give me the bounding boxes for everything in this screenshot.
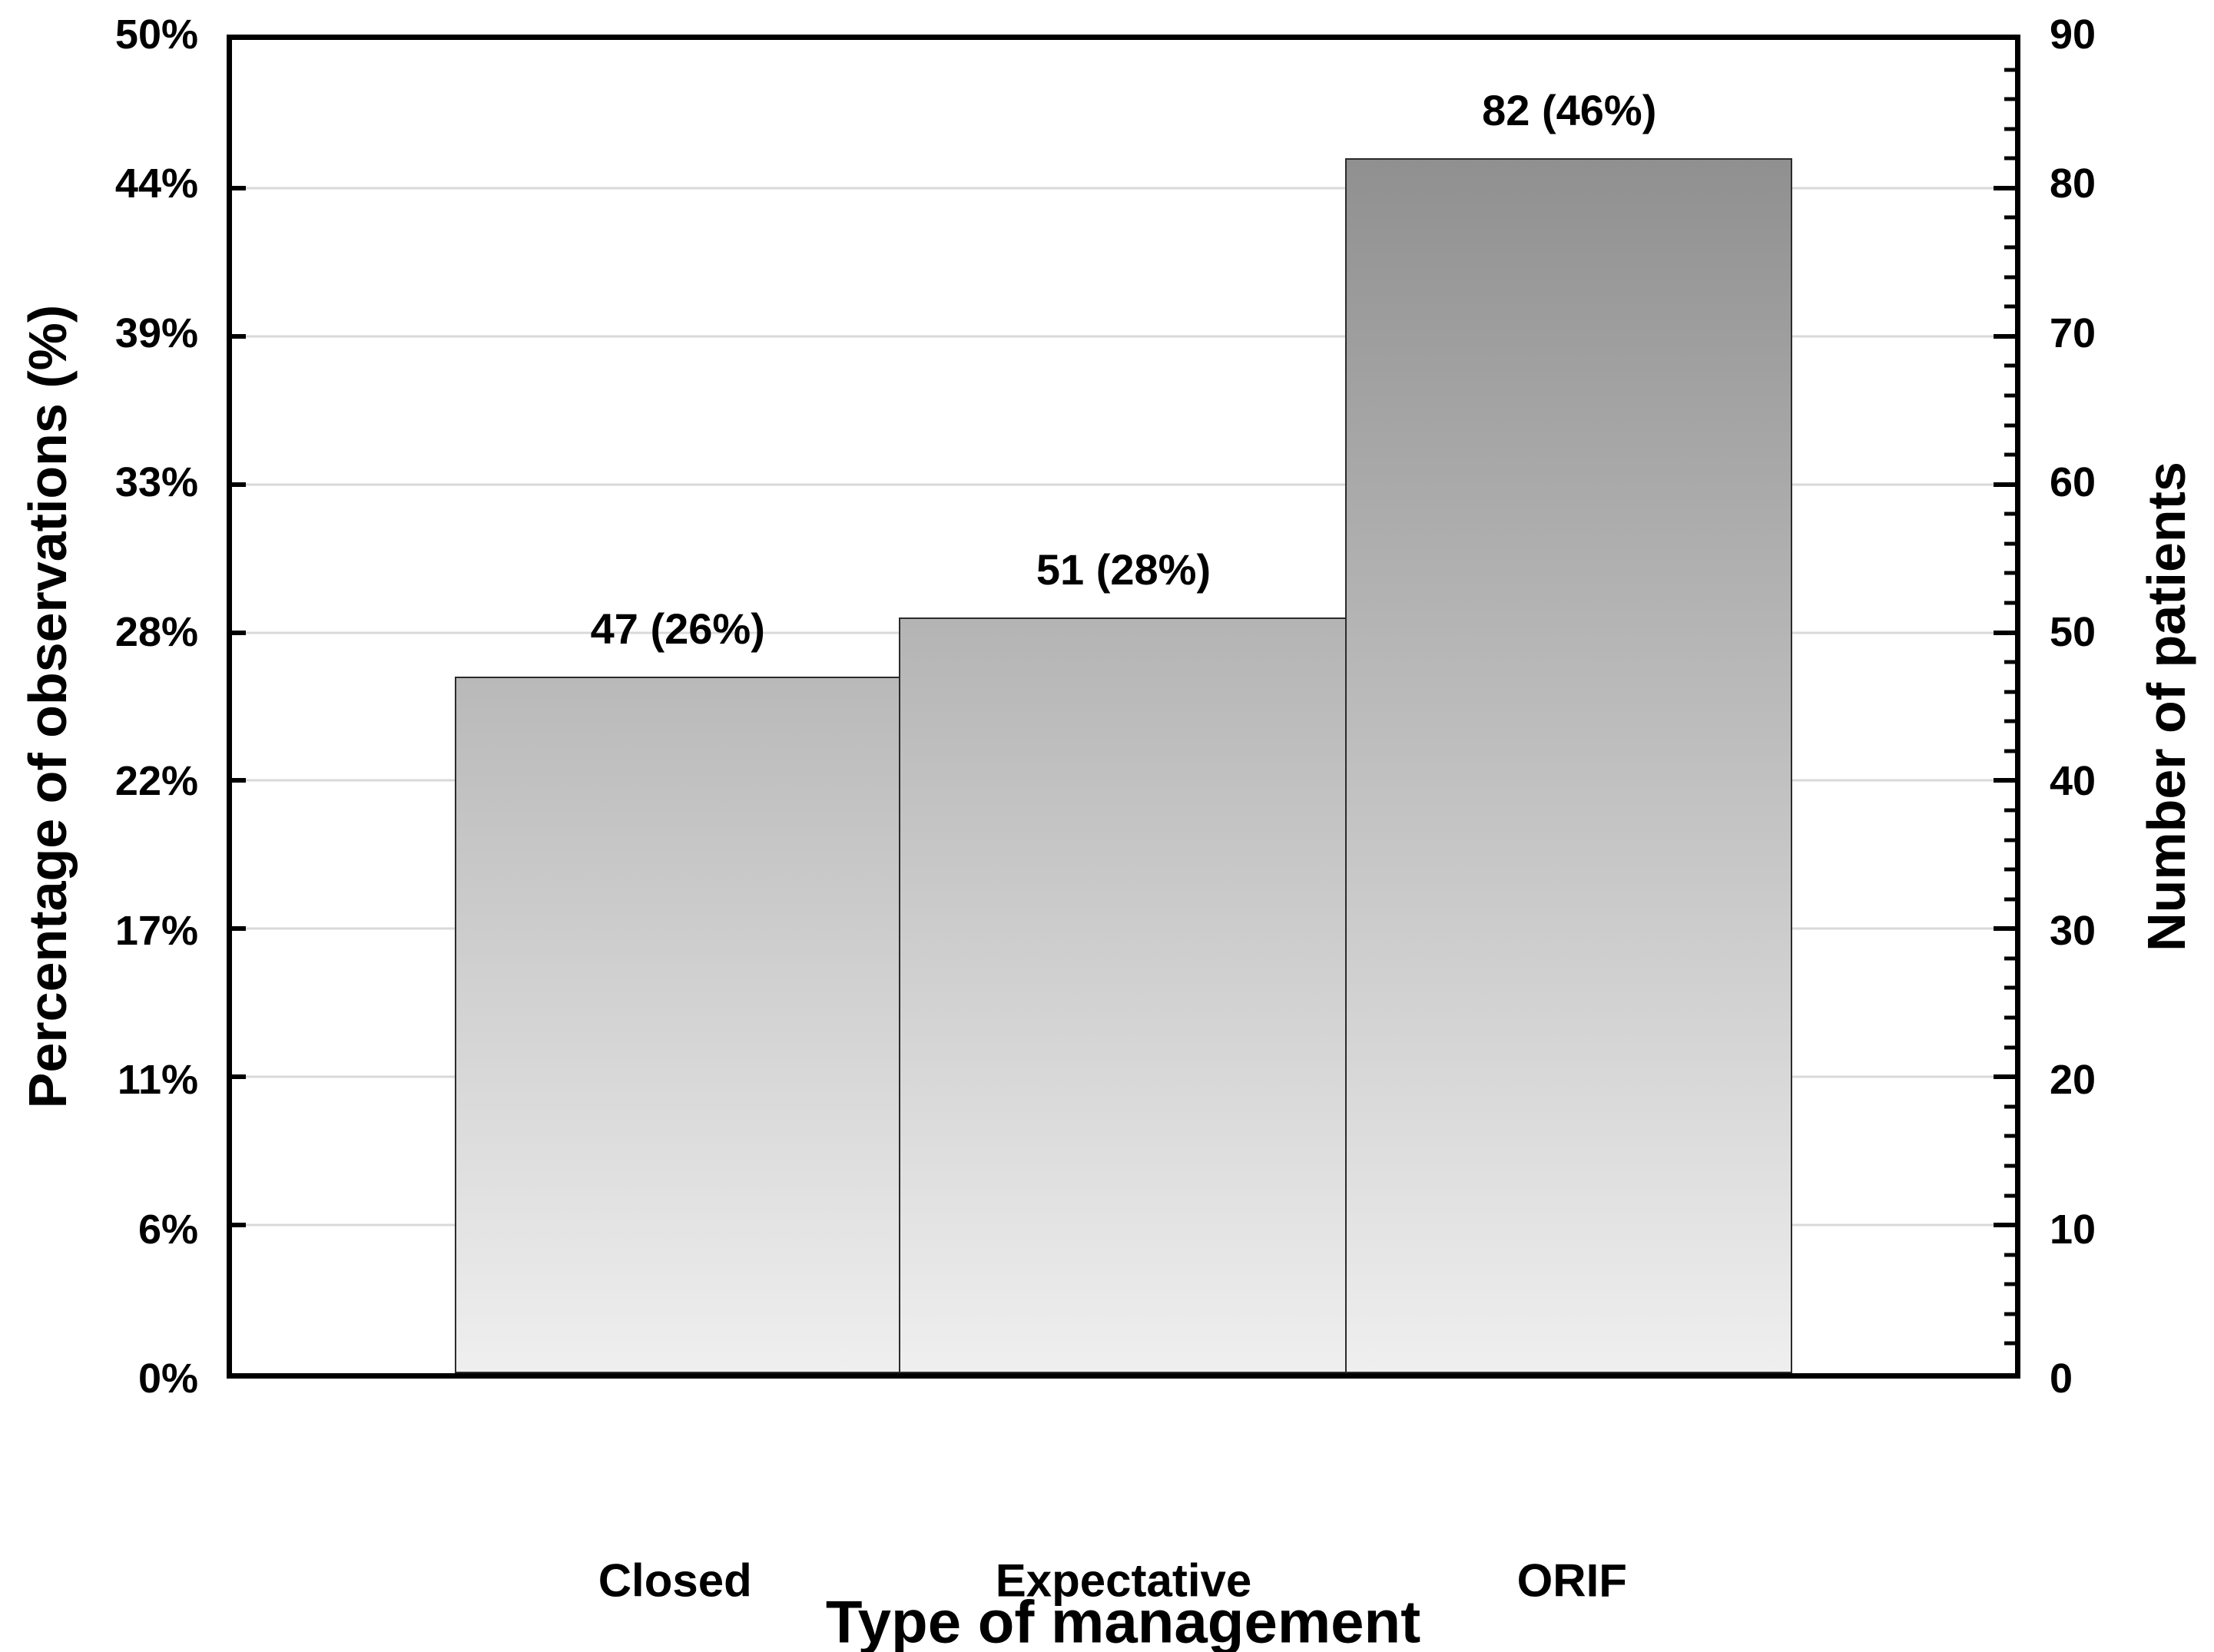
left-axis-tick-label: 6% xyxy=(138,1206,198,1253)
right-axis-minor-tick xyxy=(2004,215,2015,220)
right-axis-minor-tick xyxy=(2004,897,2015,902)
category-label-closed: Closed xyxy=(598,1554,752,1607)
bar-expectative xyxy=(899,617,1347,1373)
right-axis-minor-tick xyxy=(2004,985,2015,990)
bar-value-label: 82 (46%) xyxy=(1482,86,1657,135)
right-axis-minor-tick xyxy=(2004,1193,2015,1198)
right-axis-major-tick xyxy=(1994,1223,2015,1228)
right-axis-minor-tick xyxy=(2004,601,2015,605)
left-axis-tick-label: 0% xyxy=(138,1356,198,1402)
right-axis-tick-label: 10 xyxy=(2050,1206,2096,1253)
right-axis-minor-tick xyxy=(2004,1253,2015,1257)
left-axis-major-tick xyxy=(232,778,246,783)
right-axis-minor-tick xyxy=(2004,68,2015,72)
left-axis-tick-label: 11% xyxy=(117,1057,198,1104)
right-axis-minor-tick xyxy=(2004,719,2015,723)
right-axis-minor-tick xyxy=(2004,511,2015,516)
left-axis-tick-label: 33% xyxy=(114,459,198,506)
left-axis-tick-label: 28% xyxy=(114,608,198,655)
right-axis-minor-tick xyxy=(2004,571,2015,575)
right-axis-tick-label: 90 xyxy=(2050,12,2096,58)
left-axis-major-tick xyxy=(232,185,246,190)
gridline xyxy=(232,335,2015,338)
right-axis-major-tick xyxy=(1994,482,2015,487)
right-axis-minor-tick xyxy=(2004,956,2015,961)
right-axis-tick-label: 40 xyxy=(2050,758,2096,805)
left-axis-tick-label: 50% xyxy=(114,12,198,58)
right-axis-tick-label: 20 xyxy=(2050,1057,2096,1104)
right-axis-minor-tick xyxy=(2004,393,2015,398)
gridline xyxy=(232,187,2015,190)
bar-value-label: 47 (26%) xyxy=(590,604,765,654)
right-axis-minor-tick xyxy=(2004,156,2015,161)
right-axis-minor-tick xyxy=(2004,1164,2015,1168)
left-axis-major-tick xyxy=(232,333,246,339)
right-axis-minor-tick xyxy=(2004,363,2015,368)
right-axis-minor-tick xyxy=(2004,1282,2015,1286)
right-axis-tick-label: 80 xyxy=(2050,161,2096,207)
left-axis-tick-label: 17% xyxy=(114,907,198,954)
right-axis-minor-tick xyxy=(2004,541,2015,546)
left-axis-major-tick xyxy=(232,926,246,932)
right-axis-minor-tick xyxy=(2004,97,2015,101)
right-axis-minor-tick xyxy=(2004,660,2015,664)
bar-orif xyxy=(1344,158,1792,1373)
right-axis-minor-tick xyxy=(2004,808,2015,813)
left-axis-major-tick xyxy=(232,482,246,487)
right-axis-minor-tick xyxy=(2004,1104,2015,1109)
left-axis-major-tick xyxy=(232,1074,246,1080)
right-axis-major-tick xyxy=(1994,630,2015,635)
right-axis-minor-tick xyxy=(2004,838,2015,843)
right-axis-tick-label: 30 xyxy=(2050,907,2096,954)
right-axis-minor-tick xyxy=(2004,1312,2015,1316)
right-axis-major-tick xyxy=(1994,185,2015,190)
bar-value-label: 51 (28%) xyxy=(1036,545,1211,594)
right-axis-minor-tick xyxy=(2004,452,2015,457)
left-axis-tick-label: 22% xyxy=(114,758,198,805)
right-axis-minor-tick xyxy=(2004,690,2015,694)
left-axis-tick-label: 39% xyxy=(114,310,198,356)
right-axis-major-tick xyxy=(1994,778,2015,783)
category-label-orif: ORIF xyxy=(1516,1554,1627,1607)
right-axis-tick-label: 0 xyxy=(2050,1356,2073,1402)
right-axis-minor-tick xyxy=(2004,867,2015,872)
right-axis-minor-tick xyxy=(2004,1134,2015,1138)
left-axis-major-tick xyxy=(232,1223,246,1228)
left-y-axis-title: Percentage of observations (%) xyxy=(18,304,78,1109)
gridline xyxy=(232,483,2015,486)
right-axis-tick-label: 70 xyxy=(2050,310,2096,356)
plot-area: 47 (26%) 51 (28%) 82 (46%) xyxy=(227,35,2020,1379)
right-axis-minor-tick xyxy=(2004,127,2015,131)
right-axis-minor-tick xyxy=(2004,749,2015,753)
right-axis-tick-label: 60 xyxy=(2050,459,2096,506)
right-y-axis-title: Number of patients xyxy=(2136,462,2196,952)
right-axis-major-tick xyxy=(1994,333,2015,339)
right-axis-major-tick xyxy=(1994,926,2015,932)
right-axis-minor-tick xyxy=(2004,275,2015,280)
bar-closed xyxy=(455,677,901,1373)
category-label-expectative: Expectative xyxy=(995,1554,1252,1607)
right-axis-minor-tick xyxy=(2004,1045,2015,1050)
left-axis-major-tick xyxy=(232,630,246,635)
right-axis-minor-tick xyxy=(2004,423,2015,427)
x-axis-title: Type of management xyxy=(825,1587,1421,1652)
right-axis-minor-tick xyxy=(2004,1341,2015,1346)
right-axis-minor-tick xyxy=(2004,245,2015,250)
right-axis-minor-tick xyxy=(2004,1015,2015,1020)
right-axis-major-tick xyxy=(1994,1074,2015,1080)
right-axis-tick-label: 50 xyxy=(2050,608,2096,655)
right-axis-minor-tick xyxy=(2004,304,2015,309)
left-axis-tick-label: 44% xyxy=(114,161,198,207)
